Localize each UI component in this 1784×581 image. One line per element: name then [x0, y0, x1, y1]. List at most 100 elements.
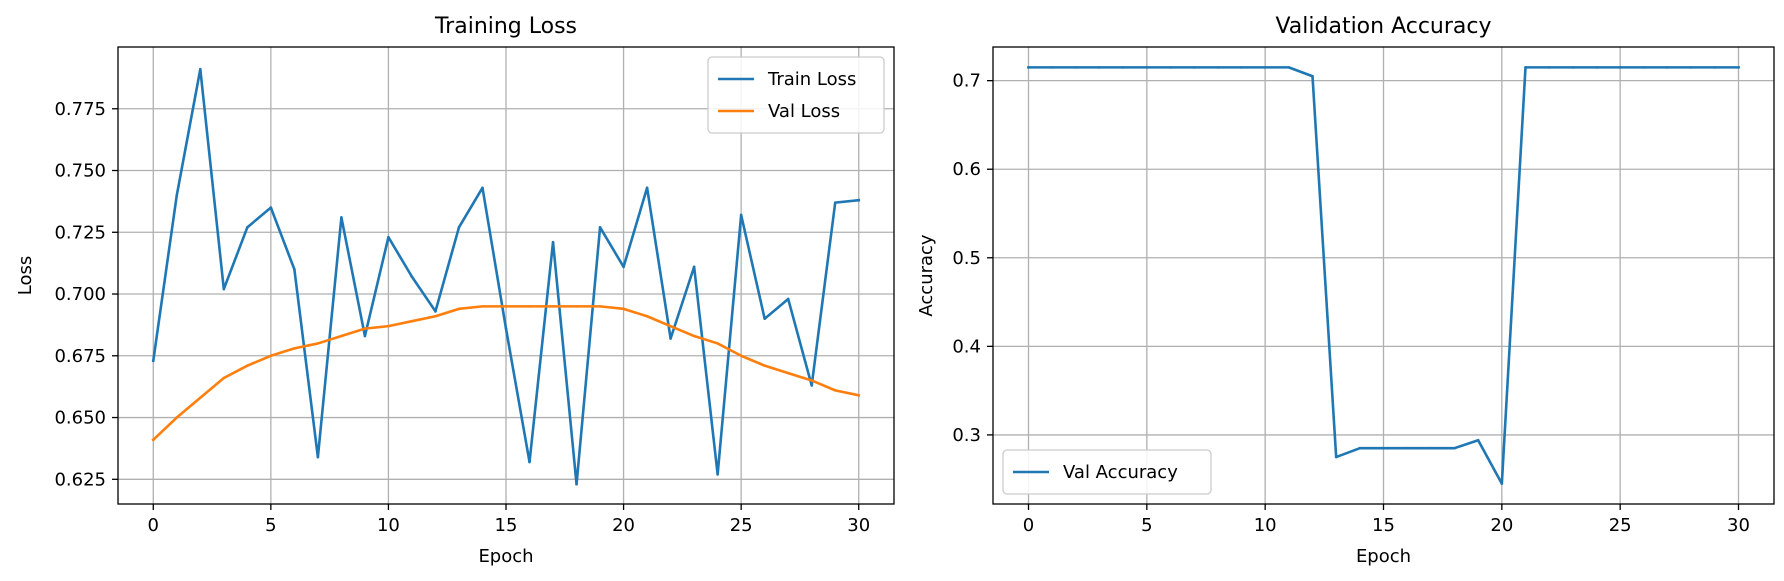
data-point [410, 319, 414, 323]
data-point [786, 297, 790, 301]
data-point [1145, 66, 1149, 69]
data-point [151, 359, 155, 363]
x-axis-label: Epoch [478, 546, 533, 567]
data-point [1027, 66, 1030, 69]
data-point [857, 198, 861, 202]
data-point [222, 376, 226, 380]
data-point [763, 317, 766, 321]
data-point [387, 235, 390, 239]
data-point [175, 193, 179, 197]
data-point [551, 305, 555, 308]
data-point [199, 67, 202, 71]
data-point [363, 334, 367, 338]
data-point [692, 265, 696, 269]
x-tick-label: 20 [612, 515, 635, 536]
data-point [1382, 446, 1385, 450]
y-tick-label: 0.6 [952, 159, 981, 180]
data-point [1429, 446, 1433, 450]
data-point [1453, 446, 1456, 450]
data-point [1240, 66, 1243, 69]
data-point [434, 314, 437, 318]
x-tick-label: 5 [1141, 515, 1152, 536]
x-tick-label: 10 [377, 515, 400, 536]
data-point [504, 327, 508, 330]
x-tick-label: 15 [1372, 515, 1395, 536]
data-point [340, 334, 343, 338]
data-point [1500, 482, 1504, 485]
x-axis-label: Epoch [1356, 546, 1411, 567]
data-point [1405, 446, 1409, 450]
x-tick-label: 0 [148, 515, 159, 536]
data-point [222, 287, 226, 291]
data-point [1618, 66, 1622, 69]
data-point [1476, 438, 1480, 442]
data-point [786, 371, 790, 375]
data-point [575, 305, 578, 308]
data-point [199, 396, 202, 400]
data-point [457, 307, 461, 311]
data-point [739, 354, 743, 358]
x-tick-label: 30 [1727, 515, 1750, 536]
data-point [1571, 66, 1575, 69]
data-point [316, 455, 320, 459]
y-tick-label: 0.700 [54, 284, 106, 305]
chart-title: Validation Accuracy [1275, 14, 1491, 39]
data-point [1050, 66, 1054, 69]
legend-box [1002, 449, 1212, 495]
data-point [1311, 74, 1314, 78]
data-point [833, 389, 837, 392]
axes-frame [992, 46, 1775, 505]
legend-label: Val Loss [768, 101, 840, 122]
data-point [1666, 66, 1669, 69]
data-point [457, 226, 461, 229]
data-point [1192, 66, 1196, 69]
data-point [1216, 66, 1220, 69]
legend: Train Loss Val Loss [707, 56, 885, 134]
data-point [504, 305, 508, 308]
data-point [410, 275, 414, 279]
y-axis-label: Loss [15, 256, 36, 295]
data-point [1547, 66, 1551, 69]
data-point [1689, 66, 1693, 69]
data-point [1358, 446, 1362, 450]
data-point [1642, 66, 1646, 69]
data-point [269, 354, 273, 358]
x-tick-label: 25 [1609, 515, 1632, 536]
chart-panel-2: Validation Accuracy 0 5 10 15 20 25 30 0.3 0.4 0.5… [916, 14, 1775, 567]
x-tick-label: 25 [730, 515, 753, 536]
data-point [246, 364, 249, 367]
data-point [575, 482, 578, 486]
data-point [692, 334, 696, 338]
x-tick-label: 15 [495, 515, 518, 536]
chart-title: Training Loss [434, 14, 577, 39]
y-tick-label: 0.625 [54, 469, 106, 490]
y-tick-label: 0.7 [952, 71, 981, 92]
data-point [645, 314, 649, 318]
data-point [340, 216, 343, 219]
x-tick-label: 30 [847, 515, 870, 536]
data-point [528, 460, 531, 464]
x-tick-label: 10 [1254, 515, 1277, 536]
y-tick-label: 0.5 [952, 248, 981, 269]
y-tick-label: 0.650 [54, 408, 106, 429]
data-point [1524, 66, 1527, 69]
y-tick-label: 0.4 [952, 336, 981, 357]
y-tick-label: 0.775 [54, 99, 106, 120]
data-point [293, 347, 296, 350]
data-point [645, 186, 649, 190]
data-point [528, 305, 531, 308]
data-point [1595, 66, 1598, 69]
legend-label: Train Loss [767, 69, 856, 90]
data-point [598, 226, 602, 229]
y-axis-label: Accuracy [916, 234, 937, 317]
data-point [387, 324, 390, 328]
data-point [716, 342, 719, 345]
data-point [269, 206, 273, 209]
data-point [1287, 66, 1291, 69]
y-tick-label: 0.750 [54, 161, 106, 182]
data-point [833, 201, 837, 204]
data-point [1263, 66, 1267, 69]
data-point [246, 226, 249, 229]
data-point [1334, 455, 1338, 459]
legend: Val Accuracy [1002, 449, 1212, 495]
